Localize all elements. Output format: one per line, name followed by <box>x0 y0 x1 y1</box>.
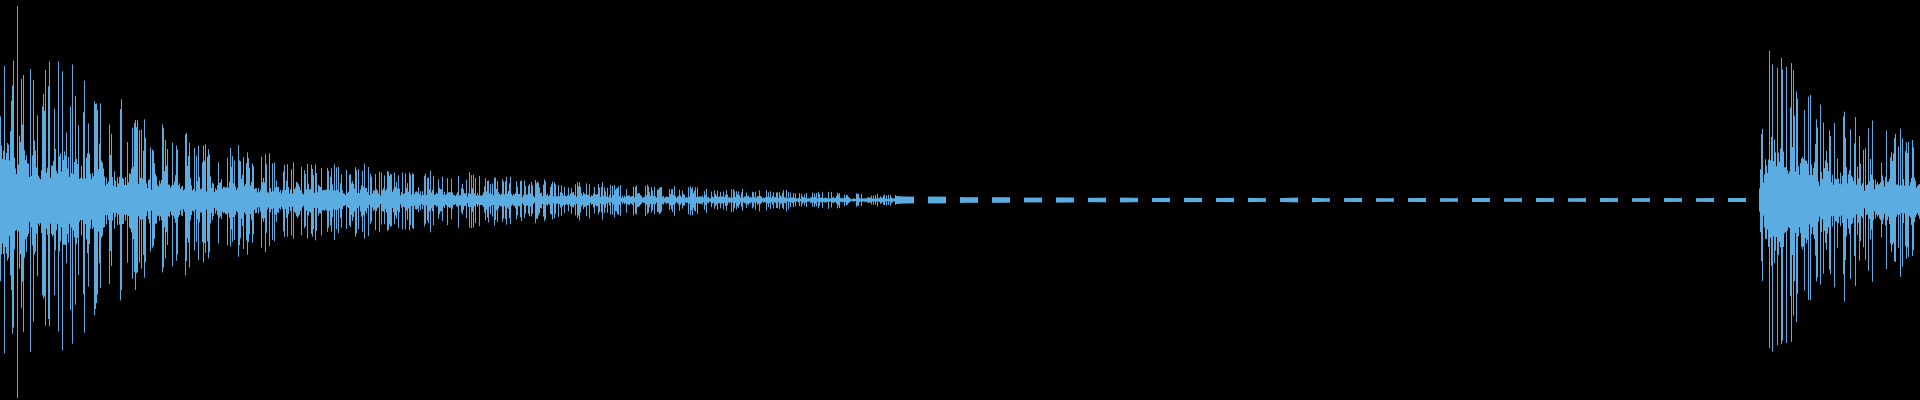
audio-waveform-viewer[interactable] <box>0 0 1920 400</box>
waveform-canvas[interactable] <box>0 0 1920 400</box>
